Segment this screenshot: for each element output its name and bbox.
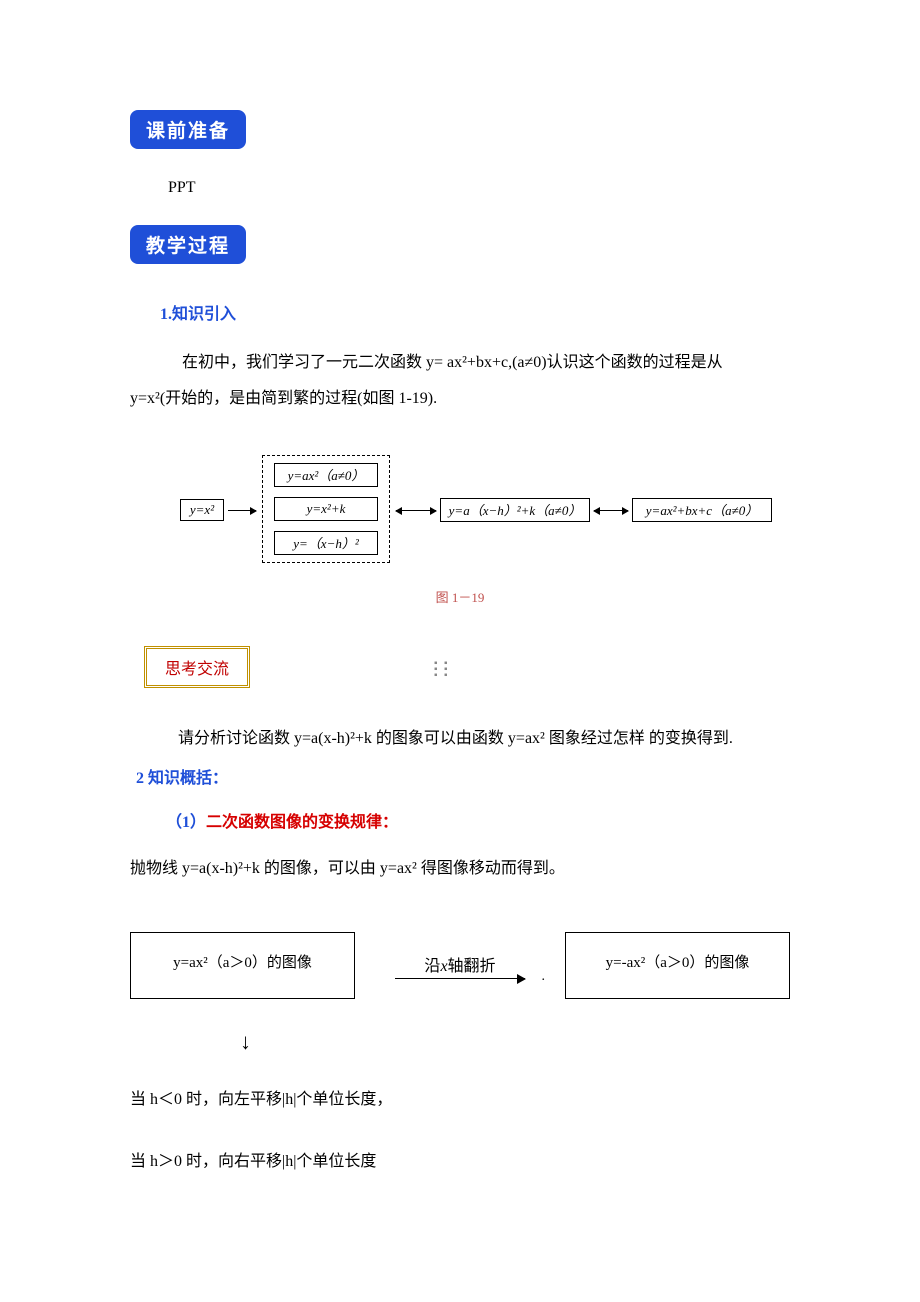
rule-body: 抛物线 y=a(x-h)²+k 的图像，可以由 y=ax² 得图像移动而得到。	[130, 854, 790, 878]
section2-title: 2 知识概括：	[136, 764, 790, 788]
diag-box-g3: y=（x−h）²	[274, 531, 378, 555]
rule-title: （1）二次函数图像的变换规律：	[166, 808, 790, 832]
intro-line-1: 在初中，我们学习了一元二次函数 y= ax²+bx+c,(a≠0)认识这个函数的…	[150, 348, 790, 378]
diag-box-g2: y=x²+k	[274, 497, 378, 521]
prep-text: PPT	[168, 179, 790, 197]
down-arrow: ↓	[240, 1029, 790, 1055]
flip-label-post: 轴翻折	[448, 958, 496, 975]
diag-arrow-3	[594, 510, 628, 511]
shift-pos: 当 h＞0 时，向右平移|h|个单位长度	[130, 1147, 790, 1171]
rule-title-text: 二次函数图像的变换规律：	[206, 814, 398, 831]
diag-box-end: y=ax²+bx+c（a≠0）	[632, 498, 772, 522]
flip-label-var: x	[440, 958, 447, 975]
intro-line-2: y=x²(开始的，是由简到繁的过程(如图 1-19).	[130, 384, 790, 414]
diagram-caption: 图 1－19	[130, 587, 790, 606]
flip-box-right: y=-ax²（a＞0）的图像	[565, 932, 790, 999]
flip-row: y=ax²（a＞0）的图像 沿x轴翻折 . y=-ax²（a＞0）的图像	[130, 932, 790, 999]
diag-arrow-2	[396, 510, 436, 511]
flip-box-left: y=ax²（a＞0）的图像	[130, 932, 355, 999]
diag-box-g1: y=ax²（a≠0）	[274, 463, 378, 487]
dot-grid-icon: ▪ ▪▪ ▪▪ ▪	[434, 661, 450, 679]
flip-label-pre: 沿	[424, 958, 440, 975]
flip-arrow: 沿x轴翻折 .	[385, 952, 535, 979]
process-banner: 教学过程	[130, 225, 246, 264]
diag-box-start: y=x²	[180, 499, 224, 521]
think-box: 思考交流	[144, 646, 250, 688]
diag-arrow-1	[228, 510, 256, 511]
think-question: 请分析讨论函数 y=a(x-h)²+k 的图象可以由函数 y=ax² 图象经过怎…	[178, 724, 790, 754]
section1-title: 1.知识引入	[160, 300, 790, 324]
rule-title-paren: （1）	[166, 814, 206, 831]
prep-banner: 课前准备	[130, 110, 246, 149]
diag-box-mid: y=a（x−h）²+k（a≠0）	[440, 498, 590, 522]
shift-neg: 当 h＜0 时，向左平移|h|个单位长度，	[130, 1085, 790, 1109]
flow-diagram: y=x² y=ax²（a≠0） y=x²+k y=（x−h）² y=a（x−h）…	[180, 449, 740, 579]
